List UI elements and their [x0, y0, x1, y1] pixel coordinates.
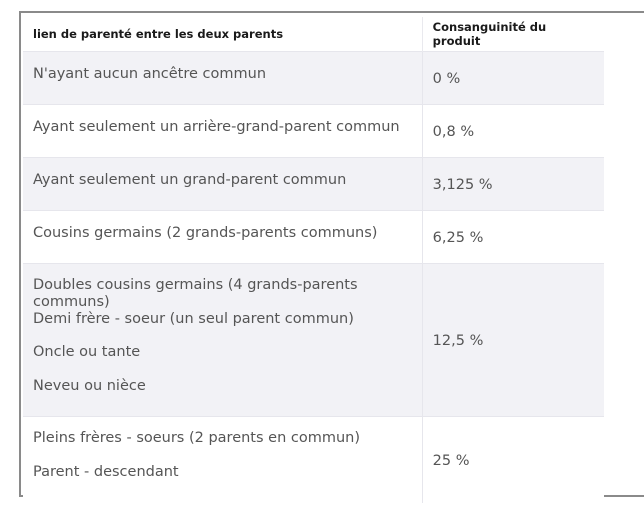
table-row: Ayant seulement un arrière-grand-parent … [23, 104, 604, 158]
relation-cell: Pleins frères - soeurs (2 parents en com… [23, 416, 423, 503]
relation-cell: Cousins germains (2 grands-parents commu… [23, 210, 423, 264]
table-frame: lien de parenté entre les deux parents C… [19, 11, 644, 503]
relation-text: Pleins frères - soeurs (2 parents en com… [33, 430, 361, 446]
consanguinity-value: 25 % [432, 452, 470, 469]
consanguinity-cell: 0 % [421, 51, 604, 105]
consanguinity-value: 6,25 % [432, 230, 484, 246]
consanguinity-value: 0,8 % [432, 124, 475, 140]
table-row: Pleins frères - soeurs (2 parents en com… [23, 416, 604, 503]
consanguinity-cell: 12,5 % [421, 263, 604, 417]
consanguinity-cell: 0,8 % [421, 104, 604, 158]
relation-text: Demi frère - soeur (un seul parent commu… [33, 310, 354, 327]
relation-text: Doubles cousins germains (4 grands-paren… [33, 277, 358, 310]
table-row: Ayant seulement un grand-parent commun 3… [23, 157, 604, 211]
consanguinity-value: 12,5 % [432, 333, 484, 349]
relation-text: Neveu ou nièce [33, 377, 146, 394]
consanguinity-value: 3,125 % [432, 177, 493, 193]
table-row: N'ayant aucun ancêtre commun 0 % [23, 51, 604, 105]
relation-cell: Ayant seulement un arrière-grand-parent … [23, 104, 423, 158]
header-consanguinity: Consanguinité du produit [421, 17, 604, 52]
consanguinity-cell: 6,25 % [421, 210, 604, 264]
consanguinity-value: 0 % [432, 71, 461, 87]
table-row: Doubles cousins germains (4 grands-paren… [23, 263, 604, 417]
relation-text: N'ayant aucun ancêtre commun [33, 66, 267, 82]
relation-text: Cousins germains (2 grands-parents commu… [33, 225, 378, 241]
consanguinity-cell: 3,125 % [421, 157, 604, 211]
relation-cell: Doubles cousins germains (4 grands-paren… [23, 263, 423, 417]
table-header-row: lien de parenté entre les deux parents C… [23, 17, 604, 52]
relation-cell: Ayant seulement un grand-parent commun [23, 157, 423, 211]
consanguinity-cell: 25 % [421, 416, 604, 503]
relation-text: Ayant seulement un arrière-grand-parent … [33, 119, 400, 135]
relation-text: Oncle ou tante [33, 344, 141, 360]
relation-text: Ayant seulement un grand-parent commun [33, 172, 347, 188]
relation-text: Parent - descendant [33, 463, 179, 480]
header-relation: lien de parenté entre les deux parents [23, 17, 423, 52]
relation-cell: N'ayant aucun ancêtre commun [23, 51, 423, 105]
table-row: Cousins germains (2 grands-parents commu… [23, 210, 604, 264]
consanguinity-table: lien de parenté entre les deux parents C… [23, 17, 604, 503]
